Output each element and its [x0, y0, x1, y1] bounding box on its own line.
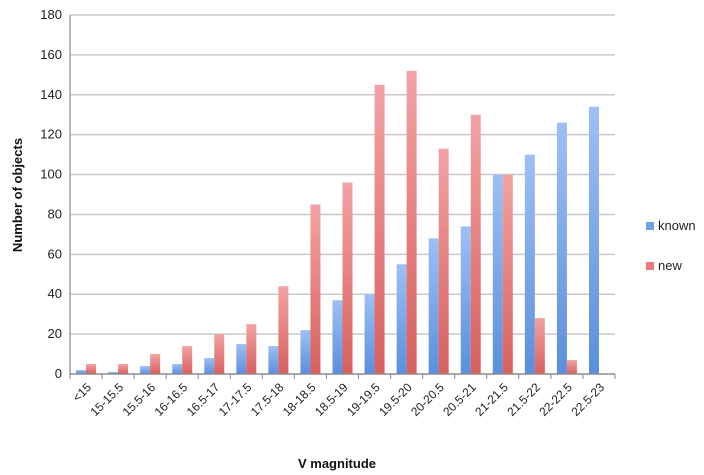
bar-known-<15 [76, 370, 87, 374]
x-tick-label: 19-19.5 [344, 380, 383, 419]
bar-known-17.5-18 [268, 346, 279, 374]
bar-new-20-20.5 [438, 148, 449, 374]
y-tick-label: 40 [48, 286, 62, 301]
bar-known-15-15.5 [108, 372, 119, 374]
legend-swatch-new [646, 262, 654, 270]
y-tick-label: 60 [48, 246, 62, 261]
bar-new-17.5-18 [278, 286, 289, 374]
legend-label-known: known [658, 218, 696, 233]
x-tick-label: 18-18.5 [280, 380, 319, 419]
bar-known-18.5-19 [332, 300, 343, 374]
bar-known-17-17.5 [236, 344, 247, 374]
bar-known-20-20.5 [428, 238, 439, 374]
x-tick-label: 16-16.5 [152, 380, 191, 419]
x-tick-label: 21.5-22 [504, 380, 543, 419]
x-tick-label: 22.5-23 [568, 380, 607, 419]
legend-swatch-known [646, 222, 654, 230]
x-tick-label: 20-20.5 [408, 380, 447, 419]
bar-known-18-18.5 [300, 330, 311, 374]
bars [76, 70, 599, 375]
x-tick-label: 20.5-21 [440, 380, 479, 419]
x-tick-label: 15-15.5 [88, 380, 127, 419]
y-tick-label: 0 [55, 366, 62, 381]
bar-new-19.5-20 [406, 70, 417, 374]
x-axis-label: V magnitude [298, 456, 376, 471]
bar-new-20.5-21 [470, 114, 481, 374]
bar-known-16-16.5 [172, 364, 183, 374]
x-tick-label: 21-21.5 [472, 380, 511, 419]
bar-new-15-15.5 [118, 364, 129, 374]
y-tick-label: 120 [40, 127, 62, 142]
x-tick-label: 17.5-18 [248, 380, 287, 419]
y-tick-label: 100 [40, 167, 62, 182]
bar-known-16.5-17 [204, 358, 215, 374]
x-tick-label: 17-17.5 [216, 380, 255, 419]
bar-new-18.5-19 [342, 182, 353, 374]
x-tick-label: 16.5-17 [184, 380, 223, 419]
bar-new-19-19.5 [374, 84, 385, 375]
bar-new-22-22.5 [566, 360, 577, 374]
axes [69, 15, 616, 379]
bar-known-22-22.5 [556, 122, 567, 374]
bar-new-15.5-16 [150, 354, 161, 374]
bar-known-20.5-21 [460, 226, 471, 374]
bar-new-16.5-17 [214, 334, 225, 374]
x-tick-labels: <1515-15.515.5-1616-16.516.5-1717-17.517… [70, 380, 607, 419]
bar-known-21-21.5 [492, 174, 503, 374]
x-tick-label: 19.5-20 [376, 380, 415, 419]
x-tick-label: <15 [70, 380, 95, 405]
bar-known-19.5-20 [396, 264, 407, 374]
bar-known-22.5-23 [588, 106, 599, 374]
x-tick-label: 15.5-16 [120, 380, 159, 419]
legend-label-new: new [658, 258, 682, 273]
bar-known-15.5-16 [140, 366, 151, 374]
bar-new-<15 [86, 364, 97, 374]
y-axis-label: Number of objects [10, 138, 25, 252]
y-tick-label: 20 [48, 326, 62, 341]
bar-new-21.5-22 [534, 318, 545, 374]
y-tick-label: 80 [48, 206, 62, 221]
y-tick-label: 180 [40, 7, 62, 22]
x-tick-label: 18.5-19 [312, 380, 351, 419]
y-tick-label: 140 [40, 87, 62, 102]
bar-known-21.5-22 [524, 154, 535, 374]
legend: known new [646, 218, 696, 273]
bar-known-19-19.5 [364, 294, 375, 374]
bar-new-18-18.5 [310, 204, 321, 374]
x-tick-label: 22-22.5 [536, 380, 575, 419]
bar-new-16-16.5 [182, 346, 193, 374]
bar-new-21-21.5 [502, 174, 513, 374]
bar-new-17-17.5 [246, 324, 257, 374]
y-tick-labels: 0 20 40 60 80 100 120 140 160 180 [40, 7, 62, 381]
y-tick-label: 160 [40, 47, 62, 62]
